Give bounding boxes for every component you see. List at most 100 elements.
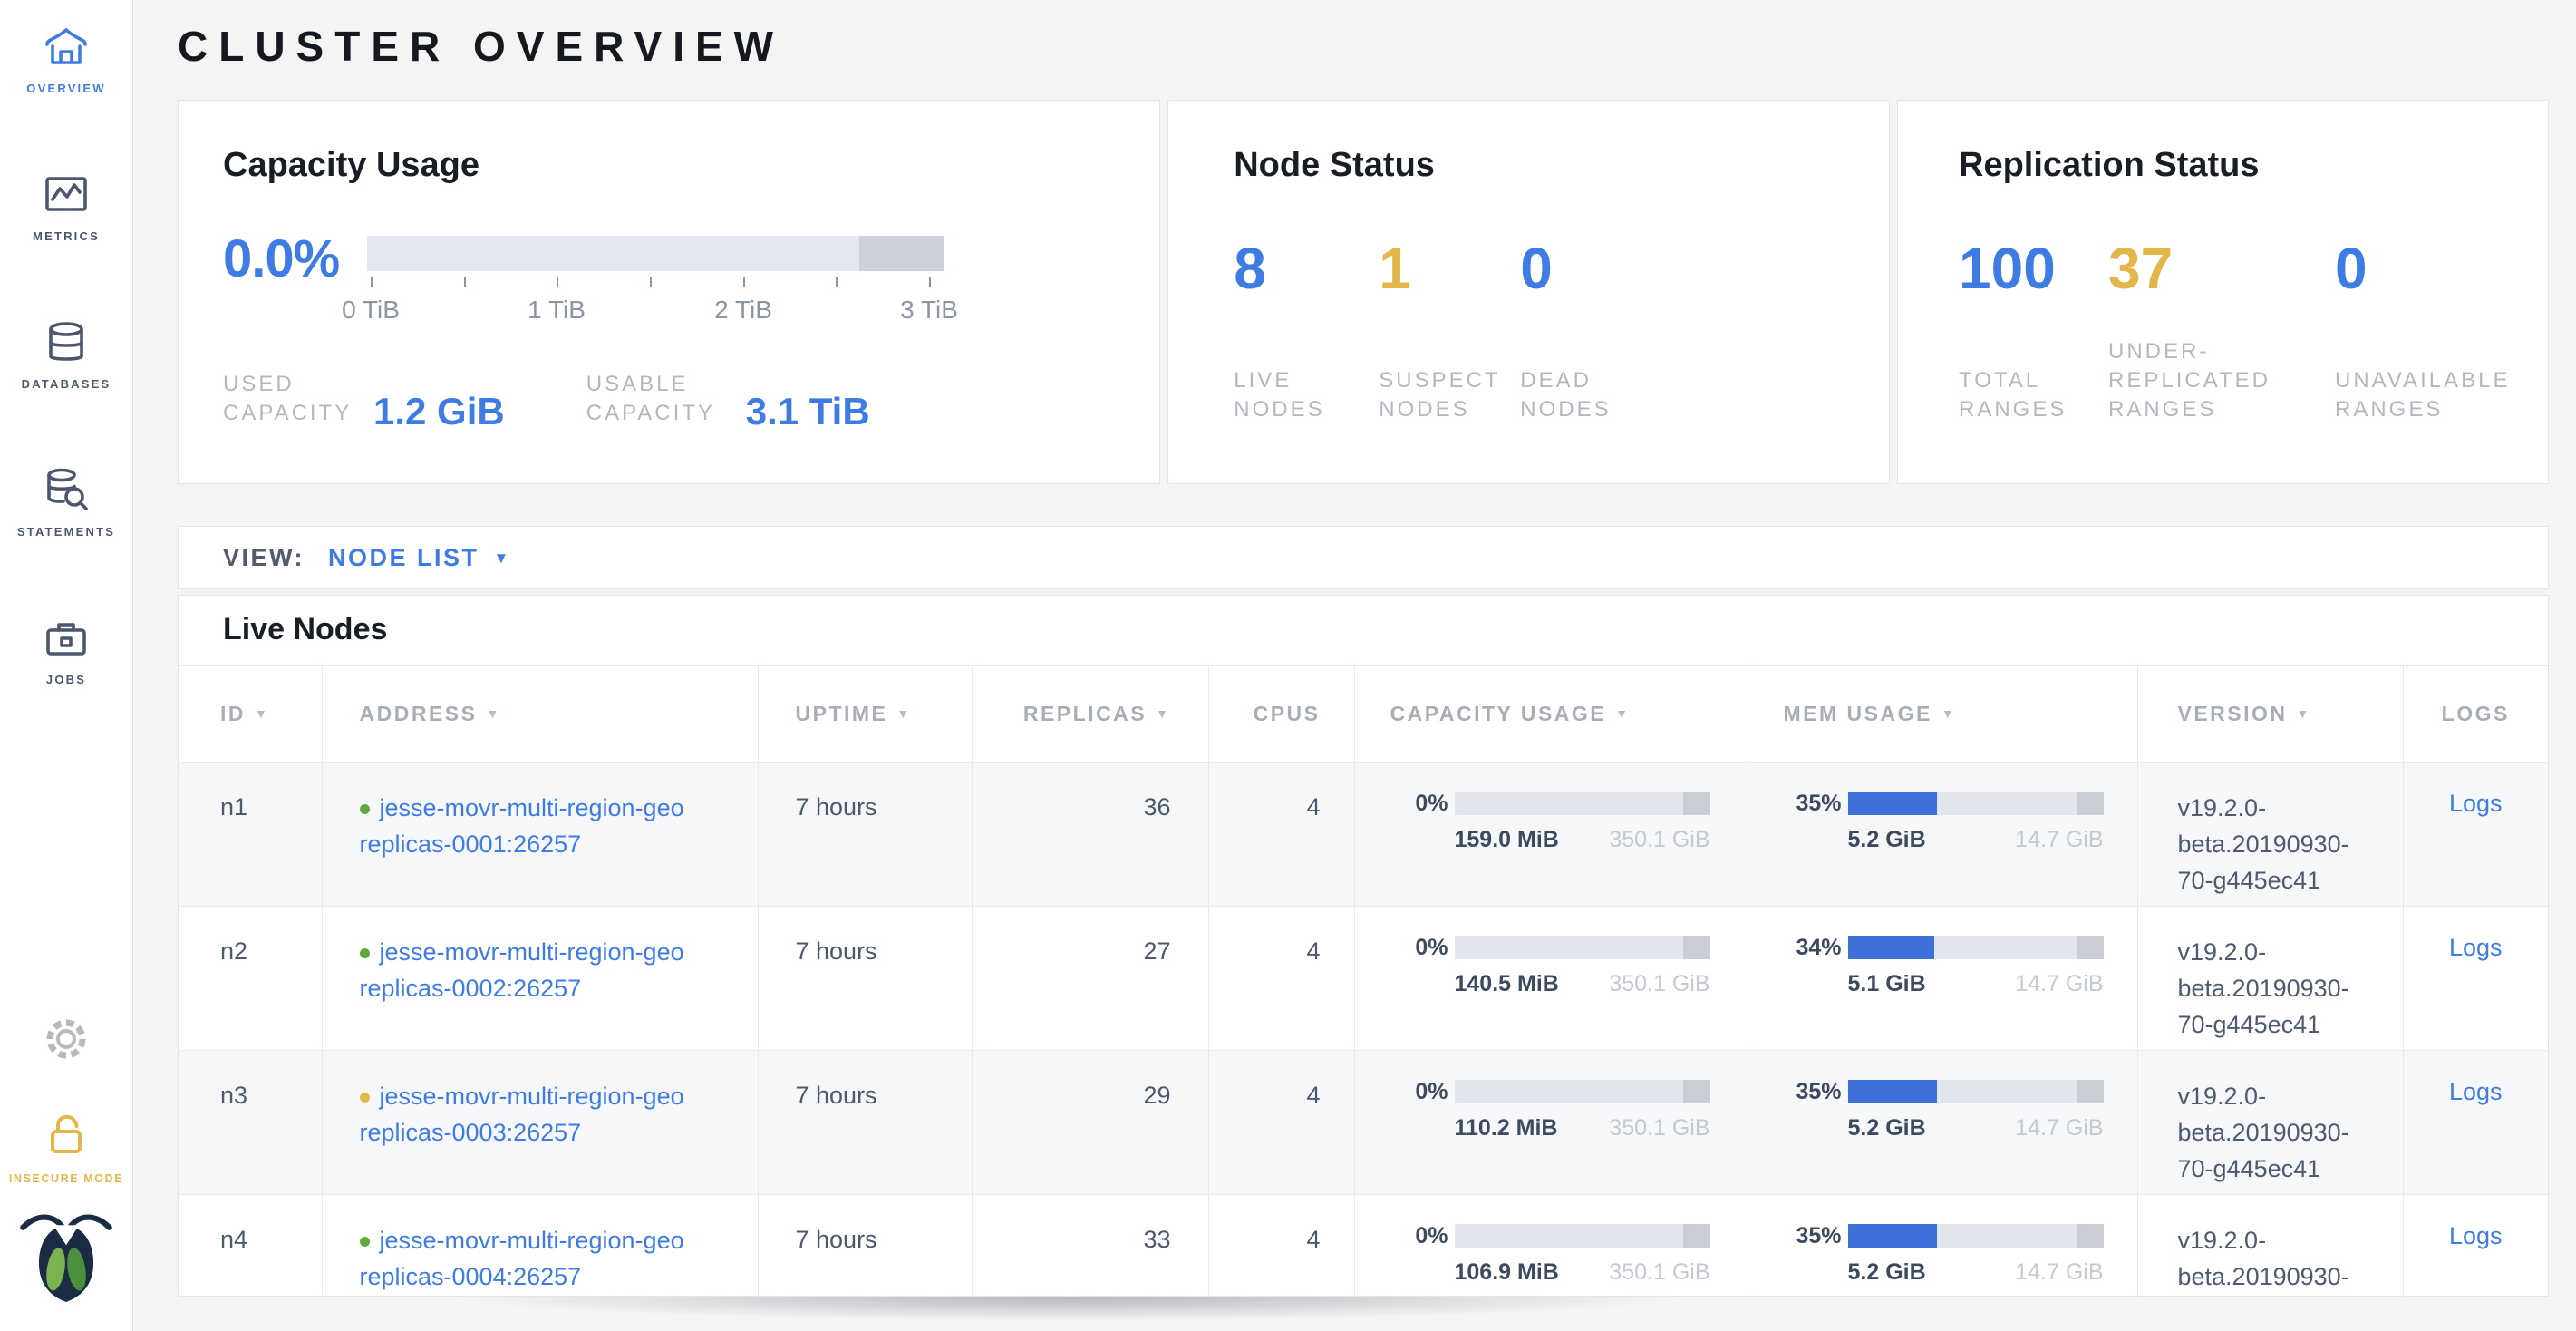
logs-link[interactable]: Logs [2448, 790, 2503, 817]
total-ranges-label: TOTAL RANGES [1959, 368, 2068, 422]
axis-label: 1 TiB [528, 296, 586, 324]
used-capacity-stat: USED CAPACITY 1.2 GiB [223, 370, 505, 431]
sidebar-item-statements[interactable]: STATEMENTS [17, 467, 115, 539]
suspect-nodes-label: SUSPECT NODES [1379, 368, 1501, 422]
node-version: v19.2.0-beta.20190930-70-g445ec41 [2136, 762, 2403, 907]
node-uptime: 7 hours [757, 762, 972, 907]
live-nodes-label: LIVE NODES [1234, 368, 1325, 422]
unavailable-ranges-value: 0 [2335, 236, 2368, 301]
usable-capacity-value: 3.1 TiB [745, 390, 870, 432]
capacity-bar-track [367, 236, 944, 271]
cockroachdb-logo [18, 1205, 114, 1307]
node-capacity-usage-cell: 0% 106.9 MiB 350.1 GiB [1353, 1194, 1748, 1296]
live-nodes-table: ID ▼ ADDRESS ▼ UPTIME ▼ REPLICAS ▼ CPUS CAPA… [179, 666, 2548, 1296]
metrics-icon [43, 171, 90, 219]
gear-icon [42, 1019, 91, 1067]
capacity-usage-card: Capacity Usage 0.0% [178, 100, 1161, 484]
jobs-icon [43, 615, 90, 662]
sidebar-item-databases[interactable]: DATABASES [22, 319, 111, 391]
table-row-n4: n4 jesse-movr-multi-region-geo replicas-0… [179, 1194, 2548, 1296]
node-status-dot [359, 948, 370, 958]
sort-arrow-icon: ▼ [486, 706, 501, 721]
settings-button[interactable] [42, 1015, 91, 1068]
replication-status-card: Replication Status 100 TOTAL RANGES 37 U… [1897, 100, 2549, 484]
capacity-used-percent: 0.0% [223, 229, 340, 288]
live-nodes-title: Live Nodes [223, 612, 388, 646]
axis-label: 3 TiB [900, 296, 958, 324]
node-mem-usage-cell: 34% 5.1 GiB 14.7 GiB [1747, 906, 2137, 1051]
unavailable-ranges-stat: 0 UNAVAILABLE RANGES [2335, 239, 2548, 424]
axis-label: 0 TiB [342, 296, 400, 324]
node-address-link[interactable]: jesse-movr-multi-region-geo replicas-0002… [359, 938, 684, 1002]
sort-arrow-icon: ▼ [896, 706, 912, 721]
sidebar-item-metrics[interactable]: METRICS [33, 171, 100, 243]
node-address-link[interactable]: jesse-movr-multi-region-geo replicas-0004… [359, 1227, 684, 1290]
node-mem-usage-cell: 35% 5.2 GiB 14.7 GiB [1747, 1194, 2137, 1296]
capacity-usage-bar: 0 TiB 1 TiB 2 TiB 3 TiB [342, 236, 958, 324]
live-nodes-value: 8 [1234, 236, 1266, 301]
node-replicas: 33 [971, 1194, 1208, 1296]
column-header-logs: LOGS [2402, 666, 2548, 763]
dead-nodes-stat: 0 DEAD NODES [1520, 239, 1622, 424]
memory-bar [1847, 1224, 2104, 1248]
suspect-nodes-value: 1 [1379, 236, 1411, 301]
capacity-bar [1454, 792, 1710, 815]
table-row-n3: n3 jesse-movr-multi-region-geo replicas-0… [179, 1050, 2548, 1195]
node-status-dot [359, 804, 370, 814]
node-uptime: 7 hours [757, 906, 972, 1051]
view-selector-bar: VIEW: NODE LIST ▼ [178, 526, 2549, 589]
node-address-cell: jesse-movr-multi-region-geo replicas-0001… [321, 762, 758, 907]
capacity-bar [1454, 936, 1710, 959]
sidebar: OVERVIEW METRICS [0, 0, 133, 1331]
logs-link[interactable]: Logs [2448, 1222, 2503, 1249]
sidebar-item-label: STATEMENTS [16, 525, 116, 539]
view-dropdown[interactable]: NODE LIST ▼ [328, 544, 508, 572]
view-label: VIEW: [223, 543, 305, 571]
column-header-version[interactable]: VERSION ▼ [2136, 666, 2403, 763]
node-cpus: 4 [1207, 762, 1354, 907]
node-address-link[interactable]: jesse-movr-multi-region-geo replicas-0003… [359, 1083, 684, 1146]
usable-capacity-label: USABLE CAPACITY [586, 372, 715, 425]
table-header-row: ID ▼ ADDRESS ▼ UPTIME ▼ REPLICAS ▼ CPUS CAPA… [179, 666, 2548, 763]
node-id: n1 [220, 793, 248, 821]
column-header-cpus: CPUS [1207, 666, 1354, 763]
insecure-mode-indicator[interactable]: INSECURE MODE [9, 1108, 123, 1185]
usable-capacity-stat: USABLE CAPACITY 3.1 TiB [586, 370, 870, 432]
chevron-down-icon: ▼ [493, 549, 509, 567]
column-header-capacity-usage[interactable]: CAPACITY USAGE ▼ [1353, 666, 1748, 763]
axis-label: 2 TiB [714, 296, 772, 324]
node-cpus: 4 [1207, 906, 1354, 1051]
column-header-address[interactable]: ADDRESS ▼ [321, 666, 758, 763]
home-icon [43, 24, 90, 71]
live-nodes-stat: 8 LIVE NODES [1234, 239, 1379, 424]
sort-arrow-icon: ▼ [2296, 706, 2311, 721]
logs-link[interactable]: Logs [2448, 934, 2503, 961]
sidebar-item-jobs[interactable]: JOBS [43, 615, 90, 686]
node-status-title: Node Status [1234, 146, 1435, 184]
memory-bar [1847, 792, 2104, 815]
memory-bar [1847, 1080, 2104, 1103]
sort-arrow-icon: ▼ [1156, 706, 1171, 721]
unavailable-ranges-label: UNAVAILABLE RANGES [2335, 368, 2511, 422]
sort-arrow-icon: ▼ [1615, 706, 1631, 721]
column-header-uptime[interactable]: UPTIME ▼ [757, 666, 972, 763]
column-header-replicas[interactable]: REPLICAS ▼ [971, 666, 1208, 763]
sidebar-item-overview[interactable]: OVERVIEW [26, 24, 105, 95]
node-mem-usage-cell: 35% 5.2 GiB 14.7 GiB [1747, 1050, 2137, 1195]
node-replicas: 27 [971, 906, 1208, 1051]
under-replicated-ranges-stat: 37 UNDER-REPLICATED RANGES [2108, 239, 2335, 424]
memory-bar [1847, 936, 2104, 959]
sort-arrow-icon: ▼ [255, 706, 270, 721]
node-version: v19.2.0-beta.20190930-70-g445ec41 [2136, 1194, 2403, 1296]
column-header-mem-usage[interactable]: MEM USAGE ▼ [1747, 666, 2137, 763]
logs-link[interactable]: Logs [2448, 1078, 2503, 1105]
node-replicas: 36 [971, 762, 1208, 907]
column-header-id[interactable]: ID ▼ [179, 666, 322, 763]
node-address-link[interactable]: jesse-movr-multi-region-geo replicas-0001… [359, 794, 684, 858]
node-status-card: Node Status 8 LIVE NODES 1 SUSPECT NODES… [1167, 100, 1890, 484]
sidebar-bottom: INSECURE MODE [0, 1015, 132, 1307]
node-status-dot [359, 1237, 370, 1247]
sort-arrow-icon: ▼ [1941, 706, 1957, 721]
node-id: n2 [220, 938, 248, 965]
